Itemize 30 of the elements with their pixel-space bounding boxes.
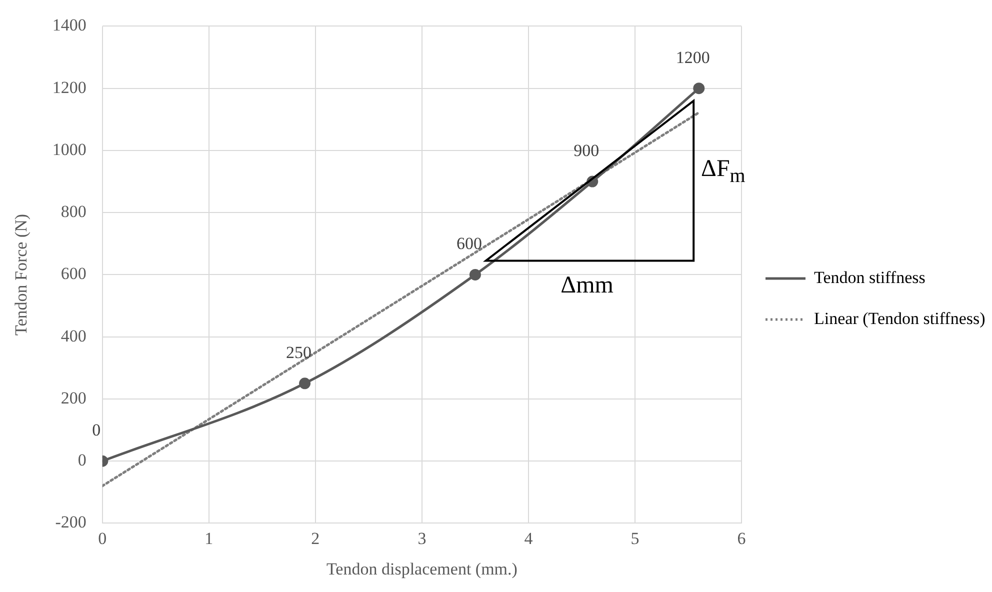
y-tick-label: 1000 — [52, 140, 86, 159]
data-label: 900 — [574, 140, 600, 160]
annotation: ΔF$_{m}$ — [701, 156, 746, 188]
y-axis-title: Tendon Force (N) — [12, 214, 31, 336]
y-tick-label: 1200 — [52, 78, 86, 97]
y-tick-label: 1400 — [52, 16, 86, 35]
data-label: 0 — [92, 420, 101, 440]
legend-label: Tendon stiffness — [814, 268, 926, 287]
annotation: Δmm — [560, 272, 614, 300]
data-label: 600 — [456, 234, 482, 254]
point — [469, 268, 481, 280]
y-tick-label: -200 — [55, 512, 86, 532]
x-tick-label: 5 — [630, 528, 640, 548]
y-tick-label: 0 — [78, 450, 86, 470]
y-tick-label: 200 — [60, 388, 86, 408]
x-tick-label: 0 — [98, 528, 107, 548]
data-label: 250 — [286, 342, 312, 362]
point — [299, 378, 311, 390]
x-tick-label: 3 — [418, 528, 426, 548]
data-label: 1200 — [676, 48, 710, 67]
x-tick-label: 1 — [204, 528, 214, 548]
y-tick-label: 600 — [60, 264, 86, 284]
point — [693, 82, 705, 94]
x-tick-label: 6 — [737, 528, 746, 548]
y-tick-label: 400 — [60, 326, 86, 346]
x-tick-label: 4 — [524, 528, 534, 548]
legend-label: Linear (Tendon stiffness) — [814, 308, 986, 328]
x-axis-title: Tendon displacement (mm.) — [326, 559, 518, 578]
x-tick-label: 2 — [311, 528, 320, 548]
y-tick-label: 800 — [60, 202, 86, 222]
